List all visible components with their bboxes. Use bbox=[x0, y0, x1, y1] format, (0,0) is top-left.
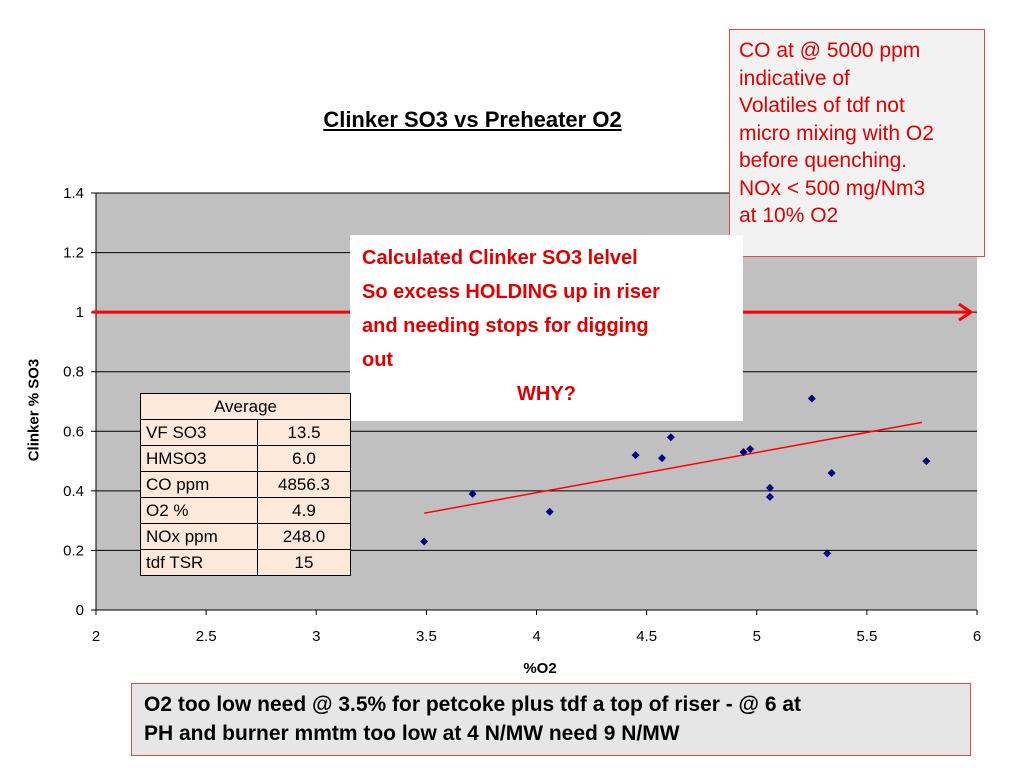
table-cell-value: 4.9 bbox=[257, 497, 351, 524]
average-table-header-row: Average bbox=[140, 393, 351, 420]
bottom-note-line: O2 too low need @ 3.5% for petcoke plus … bbox=[144, 693, 802, 716]
co-note-line: Volatiles of tdf not bbox=[739, 94, 905, 117]
data-point bbox=[545, 507, 554, 516]
table-cell-label: CO ppm bbox=[140, 471, 258, 498]
table-cell-label: O2 % bbox=[140, 497, 258, 524]
table-row: O2 % 4.9 bbox=[140, 497, 351, 524]
data-point bbox=[823, 549, 832, 558]
table-row: VF SO3 13.5 bbox=[140, 419, 351, 446]
table-cell-value: 6.0 bbox=[257, 445, 351, 472]
why-annotation-box: Calculated Clinker SO3 lelvel So excess … bbox=[350, 235, 743, 421]
axes bbox=[91, 192, 978, 615]
why-box-line: So excess HOLDING up in riser bbox=[362, 281, 660, 303]
co-note-line: NOx < 500 mg/Nm3 bbox=[739, 176, 926, 200]
y-tick-label: 1.4 bbox=[63, 185, 84, 202]
x-tick-label: 3 bbox=[312, 628, 320, 645]
data-point bbox=[827, 468, 836, 477]
x-tick-label: 5 bbox=[753, 628, 761, 645]
data-point bbox=[420, 537, 429, 546]
why-label: WHY? bbox=[517, 383, 576, 405]
co-callout-note: CO at @ 5000 ppm indicative of Volatiles… bbox=[729, 29, 985, 257]
data-points bbox=[420, 394, 931, 558]
bottom-note-line: PH and burner mmtm too low at 4 N/MW nee… bbox=[144, 722, 680, 745]
co-note-line: at 10% O2 bbox=[739, 204, 839, 227]
table-cell-label: VF SO3 bbox=[140, 419, 258, 446]
x-tick-label: 6 bbox=[973, 628, 981, 645]
data-point bbox=[631, 451, 640, 460]
co-note-line: before quenching. bbox=[739, 149, 908, 172]
data-point bbox=[746, 445, 755, 454]
x-tick-label: 4 bbox=[532, 628, 540, 645]
table-cell-value: 13.5 bbox=[257, 419, 351, 446]
table-cell-value: 4856.3 bbox=[257, 471, 351, 498]
table-cell-label: tdf TSR bbox=[140, 549, 258, 576]
x-tick-label: 2.5 bbox=[196, 628, 217, 645]
x-axis-label: %O2 bbox=[523, 660, 557, 677]
table-row: CO ppm 4856.3 bbox=[140, 471, 351, 498]
co-note-line: micro mixing with O2 bbox=[739, 121, 934, 145]
y-tick-label: 1.2 bbox=[63, 245, 84, 262]
table-cell-label: NOx ppm bbox=[140, 523, 258, 550]
y-tick-label: 0 bbox=[76, 602, 84, 619]
y-tick-label: 1 bbox=[76, 304, 84, 321]
chart-title: Clinker SO3 vs Preheater O2 bbox=[323, 107, 622, 132]
bottom-note: O2 too low need @ 3.5% for petcoke plus … bbox=[131, 683, 971, 756]
why-box-line: and needing stops for digging bbox=[362, 315, 649, 337]
data-point bbox=[666, 433, 675, 442]
co-note-line: indicative of bbox=[739, 66, 850, 90]
data-point bbox=[765, 483, 774, 492]
y-tick-label: 0.8 bbox=[63, 364, 84, 381]
table-row: HMSO3 6.0 bbox=[140, 445, 351, 472]
data-point bbox=[468, 489, 477, 498]
average-table-header: Average bbox=[140, 393, 351, 420]
tick-labels: 0 0.2 0.4 0.6 0.8 1 1.2 1.4 2 2.5 3 3.5 4 4.5 5 5.5 6 bbox=[63, 185, 981, 645]
x-tick-label: 5.5 bbox=[856, 628, 877, 645]
table-row: NOx ppm 248.0 bbox=[140, 523, 351, 550]
table-row: tdf TSR 15 bbox=[140, 549, 351, 576]
y-tick-label: 0.6 bbox=[63, 423, 84, 440]
data-point bbox=[807, 394, 816, 403]
table-cell-value: 15 bbox=[257, 549, 351, 576]
y-tick-label: 0.2 bbox=[63, 542, 84, 559]
average-table: Average VF SO3 13.5 HMSO3 6.0 CO ppm 485… bbox=[140, 393, 351, 576]
table-cell-value: 248.0 bbox=[257, 523, 351, 550]
table-cell-label: HMSO3 bbox=[140, 445, 258, 472]
trendline bbox=[424, 421, 923, 514]
data-point bbox=[922, 457, 931, 466]
data-point bbox=[739, 448, 748, 457]
y-tick-label: 0.4 bbox=[63, 483, 84, 500]
x-tick-label: 4.5 bbox=[636, 628, 657, 645]
x-tick-label: 3.5 bbox=[416, 628, 437, 645]
y-axis-label: Clinker % SO3 bbox=[25, 358, 43, 462]
reference-arrowhead bbox=[958, 302, 974, 322]
why-box-line: out bbox=[362, 349, 394, 371]
data-point bbox=[658, 454, 667, 463]
why-box-line: Calculated Clinker SO3 lelvel bbox=[362, 247, 638, 269]
data-point bbox=[765, 492, 774, 501]
co-note-line: CO at @ 5000 ppm bbox=[739, 39, 921, 62]
trendline-layer bbox=[424, 421, 923, 514]
x-tick-label: 2 bbox=[92, 628, 100, 645]
